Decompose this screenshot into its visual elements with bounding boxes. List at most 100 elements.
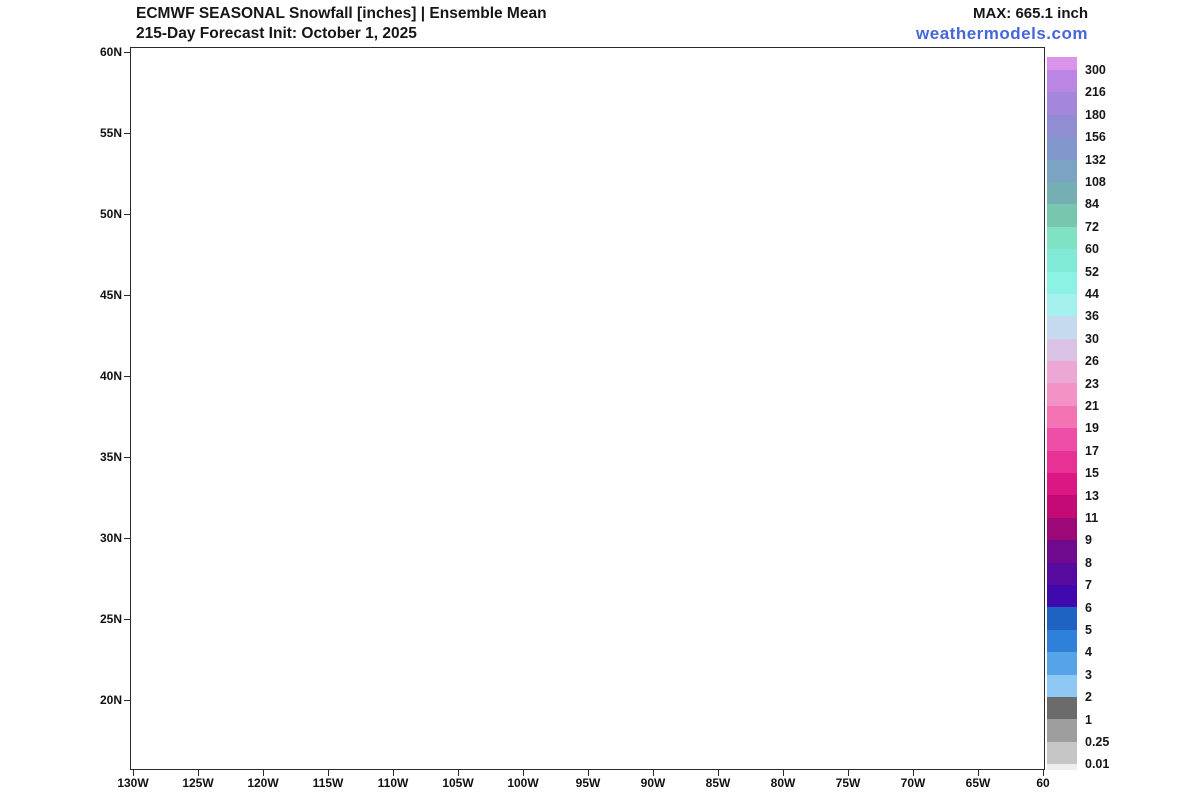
colorbar-segment <box>1047 428 1077 451</box>
colorbar-tick-label: 36 <box>1085 309 1099 324</box>
colorbar-tick-label: 2 <box>1085 690 1092 705</box>
colorbar-tick-label: 0.25 <box>1085 735 1110 749</box>
lat-tick-label: 35N <box>99 450 122 464</box>
lon-tick-label: 75W <box>835 776 861 790</box>
colorbar-segment <box>1047 204 1077 227</box>
lon-tick-label: 115W <box>312 776 344 790</box>
colorbar-tick-label: 216 <box>1085 85 1106 100</box>
colorbar-tick-label: 5 <box>1085 623 1092 637</box>
colorbar-segment <box>1047 271 1077 294</box>
colorbar-segment <box>1047 584 1077 608</box>
colorbar-segment <box>1047 92 1077 115</box>
watermark-link[interactable]: weathermodels.com <box>916 24 1088 43</box>
lat-tick-label: 25N <box>99 612 122 626</box>
colorbar-tick-label: 4 <box>1085 645 1092 660</box>
lon-tick-label: 90W <box>640 776 666 790</box>
colorbar-segment <box>1047 57 1077 70</box>
lon-tick-mark <box>132 770 134 776</box>
lon-tick-label: 60 <box>1036 776 1050 790</box>
lat-tick-mark <box>124 213 130 215</box>
colorbar-tick-label: 300 <box>1085 63 1106 77</box>
colorbar-tick-label: 3 <box>1085 667 1092 682</box>
colorbar-segment <box>1047 316 1077 339</box>
lat-tick-mark <box>124 375 130 377</box>
lon-tick-mark <box>197 770 199 776</box>
lon-tick-mark <box>522 770 524 776</box>
lon-tick-mark <box>652 770 654 776</box>
lon-tick-label: 80W <box>770 776 796 790</box>
colorbar-tick-label: 8 <box>1085 555 1092 570</box>
colorbar-tick-label: 30 <box>1085 331 1099 346</box>
colorbar-tick-label: 60 <box>1085 242 1099 257</box>
colorbar-segment <box>1047 114 1077 138</box>
lat-tick-label: 30N <box>99 531 122 545</box>
colorbar-segment <box>1047 361 1077 384</box>
colorbar-tick-label: 19 <box>1085 421 1099 436</box>
colorbar-segment <box>1047 741 1077 765</box>
colorbar-segment <box>1047 70 1077 93</box>
colorbar-segment <box>1047 159 1077 182</box>
colorbar-tick-label: 13 <box>1085 488 1099 503</box>
colorbar-tick-label: 17 <box>1085 443 1099 458</box>
colorbar-segment <box>1047 674 1077 697</box>
colorbar-tick-label: 108 <box>1085 175 1106 189</box>
colorbar-segment <box>1047 383 1077 406</box>
colorbar-segment <box>1047 338 1077 362</box>
colorbar-tick-label: 21 <box>1085 399 1099 413</box>
lat-tick-label: 60N <box>99 45 122 59</box>
lat-tick-mark <box>124 618 130 620</box>
colorbar-tick-label: 72 <box>1085 219 1099 234</box>
map-plot-frame <box>130 47 1045 770</box>
colorbar-tick-label: 132 <box>1085 152 1106 167</box>
lon-tick-label: 70W <box>900 776 926 790</box>
lon-tick-mark <box>457 770 459 776</box>
colorbar-tick-label: 52 <box>1085 264 1099 279</box>
colorbar-tick-label: 15 <box>1085 466 1099 481</box>
lat-tick-mark <box>124 51 130 53</box>
colorbar-segment <box>1047 181 1077 205</box>
lon-tick-mark <box>587 770 589 776</box>
colorbar-tick-label: 7 <box>1085 578 1092 593</box>
lon-tick-label: 65W <box>965 776 991 790</box>
colorbar-tick-label: 26 <box>1085 354 1099 369</box>
colorbar-tick-label: 11 <box>1085 511 1099 525</box>
lat-tick-label: 20N <box>99 693 122 707</box>
lon-tick-label: 110W <box>377 776 409 790</box>
lat-tick-mark <box>124 456 130 458</box>
colorbar-segment <box>1047 652 1077 675</box>
colorbar-tick-label: 0.01 <box>1085 757 1110 772</box>
lon-tick-label: 85W <box>705 776 731 790</box>
map-title: ECMWF SEASONAL Snowfall [inches] | Ensem… <box>136 4 547 44</box>
lon-tick-mark <box>262 770 264 776</box>
colorbar-segment <box>1047 540 1077 563</box>
lon-tick-mark <box>392 770 394 776</box>
lat-tick-mark <box>124 132 130 134</box>
colorbar-tick-label: 156 <box>1085 130 1106 145</box>
colorbar-segment <box>1047 495 1077 518</box>
lat-tick-mark <box>124 537 130 539</box>
lon-tick-mark <box>327 770 329 776</box>
colorbar-tick-label: 180 <box>1085 107 1106 122</box>
colorbar <box>1047 57 1077 771</box>
lat-tick-mark <box>124 699 130 701</box>
lon-tick-label: 125W <box>182 776 214 790</box>
colorbar-tick-label: 84 <box>1085 197 1099 212</box>
colorbar-segment <box>1047 562 1077 585</box>
colorbar-tick-label: 9 <box>1085 533 1092 548</box>
lon-tick-label: 120W <box>247 776 279 790</box>
colorbar-segment <box>1047 450 1077 474</box>
title-line-2: 215-Day Forecast Init: October 1, 2025 <box>136 25 417 42</box>
colorbar-tick-label: 23 <box>1085 376 1099 391</box>
lon-tick-mark <box>717 770 719 776</box>
lon-tick-mark <box>912 770 914 776</box>
lat-tick-label: 40N <box>99 369 122 383</box>
colorbar-segment <box>1047 293 1077 317</box>
lat-tick-label: 45N <box>99 288 122 302</box>
lon-tick-label: 95W <box>575 776 601 790</box>
colorbar-segment <box>1047 249 1077 272</box>
colorbar-segment <box>1047 696 1077 720</box>
max-value-label: MAX: 665.1 inch <box>972 5 1088 22</box>
colorbar-segment <box>1047 764 1077 771</box>
lat-tick-label: 55N <box>99 126 122 140</box>
